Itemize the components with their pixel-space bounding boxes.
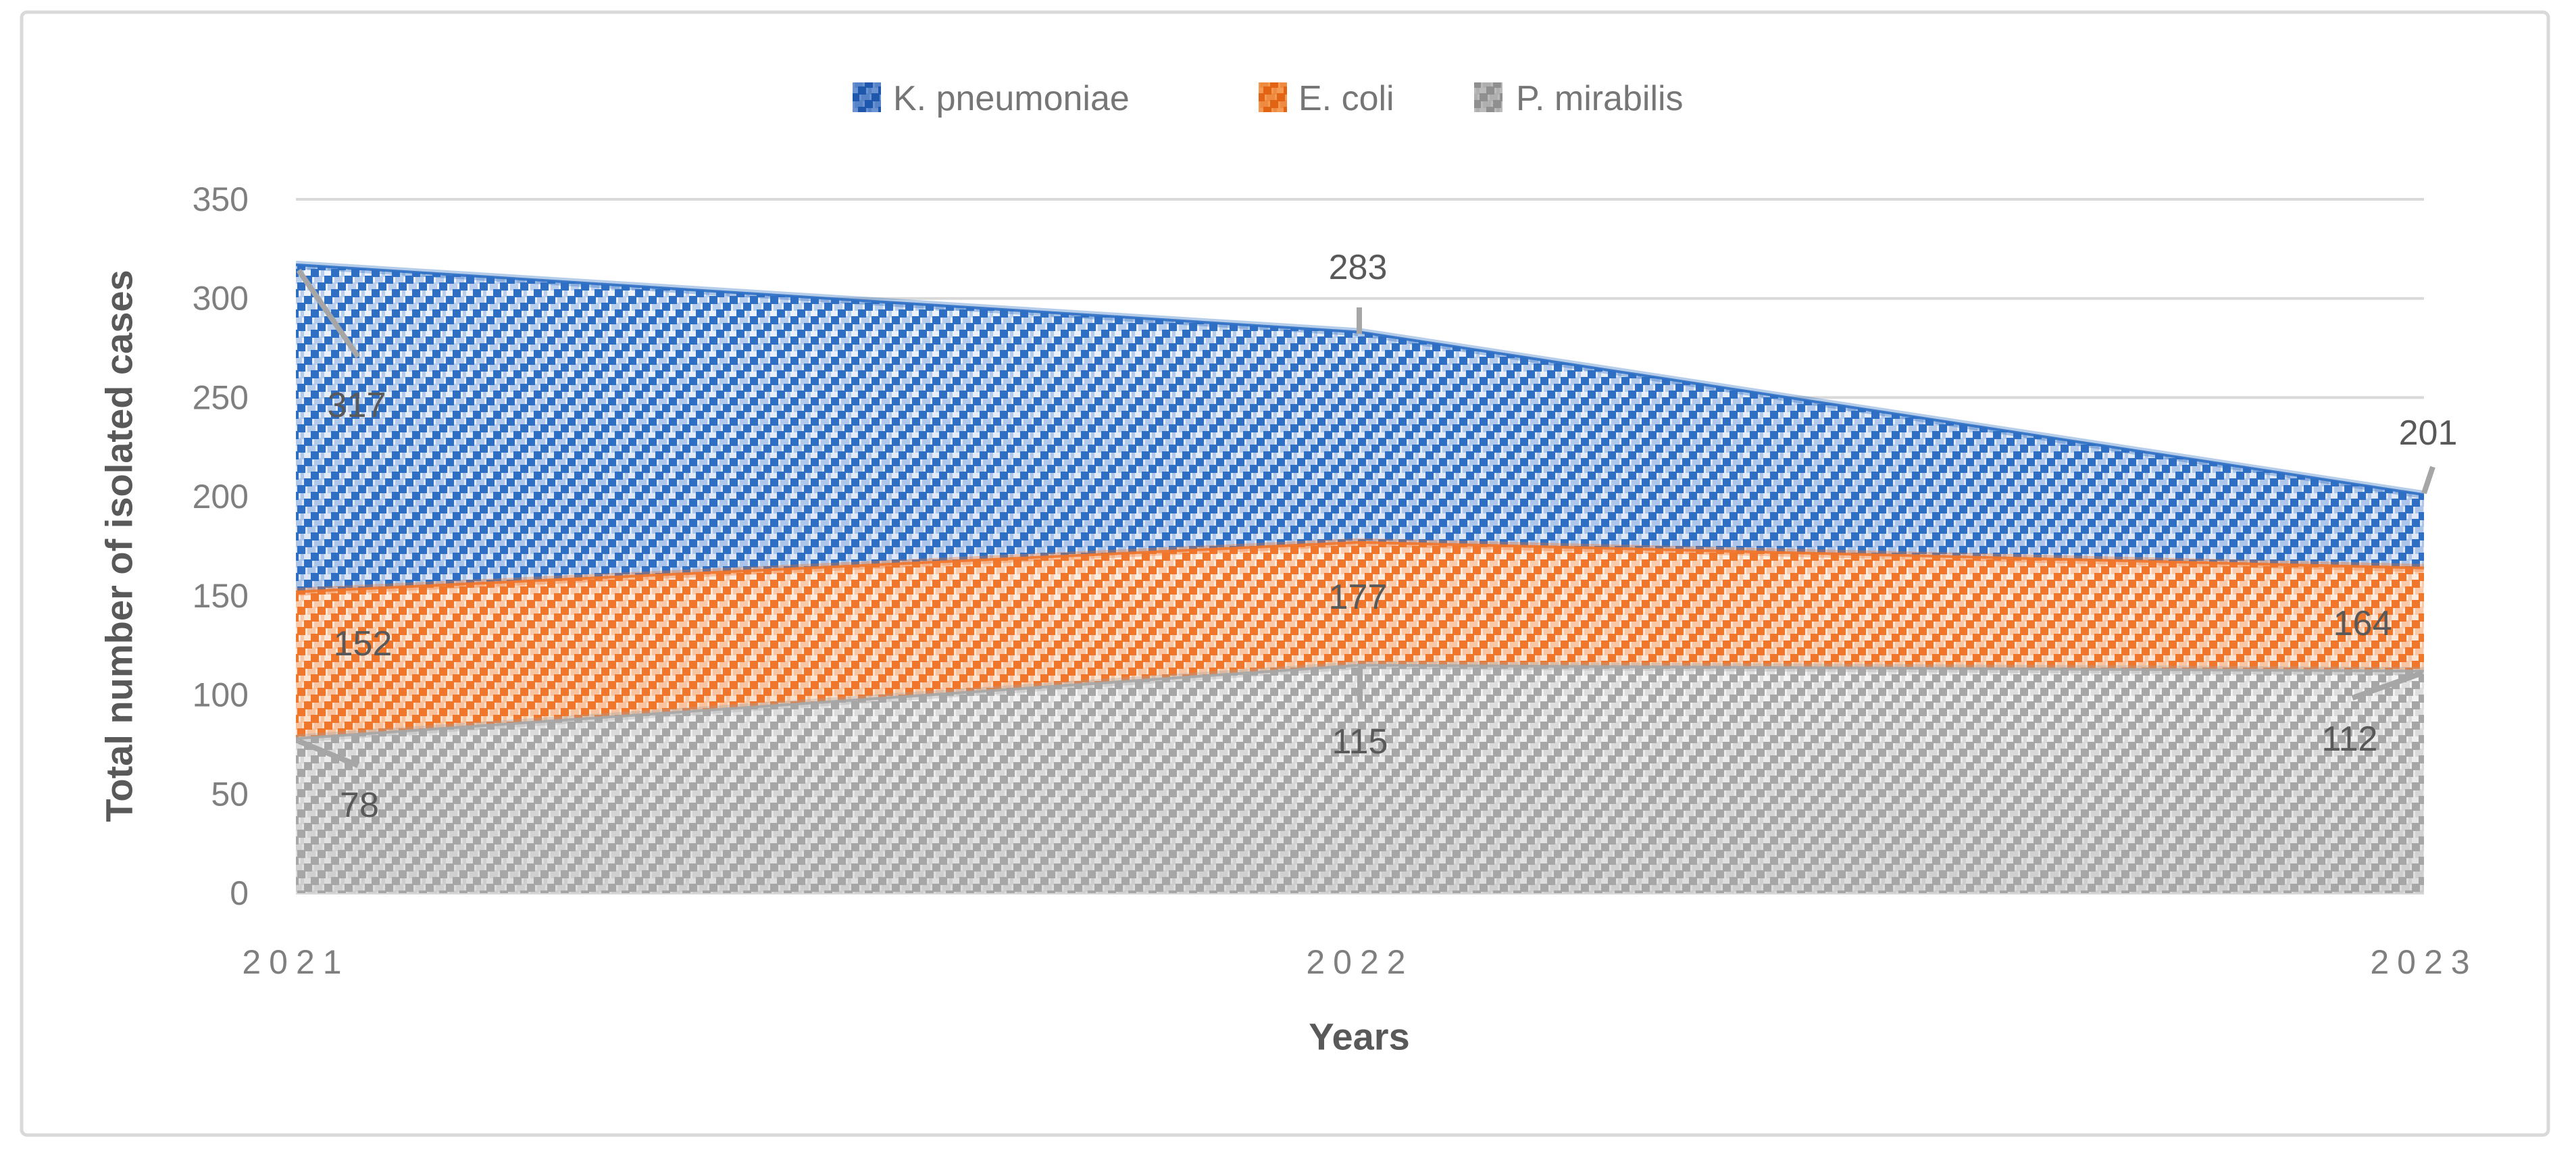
legend-entry-k-pneumoniae: K. pneumoniae: [853, 79, 1130, 118]
legend-swatch-hatch: [1259, 82, 1287, 112]
data-label-leader-line: [297, 738, 359, 768]
data-label-2022-1: 177: [1329, 578, 1388, 617]
data-label-2022-2: 115: [1332, 722, 1388, 761]
data-labels: 317 283 201 152 177 164 78 115 112: [328, 248, 2458, 825]
legend-swatch-hatch: [1474, 82, 1502, 112]
x-axis-title: Years: [1309, 1015, 1410, 1058]
y-tick-label-0: 0: [230, 874, 249, 912]
data-label-2023-2: 112: [2322, 720, 2378, 759]
area-p-mirabilis-border: [295, 663, 2425, 740]
y-tick-label-350: 350: [193, 180, 249, 218]
area-e-coli-border: [295, 541, 2425, 593]
legend-entry-e-coli: E. coli: [1259, 79, 1394, 118]
leader-lines: [296, 268, 2435, 768]
legend-swatch-k-pneumoniae-icon: [853, 82, 881, 112]
legend-swatch-p-mirabilis-icon: [1474, 82, 1502, 112]
legend-swatch-e-coli-icon: [1259, 82, 1287, 112]
y-tick-label-250: 250: [193, 378, 249, 416]
data-label-2023-0: 201: [2399, 413, 2458, 453]
data-label-leader-line: [2351, 670, 2424, 701]
area-series: [295, 260, 2425, 893]
legend-entry-p-mirabilis: P. mirabilis: [1474, 79, 1684, 118]
data-label-2021-0: 317: [328, 386, 386, 425]
y-tick-label-300: 300: [193, 280, 249, 318]
y-tick-label-100: 100: [193, 676, 249, 714]
y-tick-label-50: 50: [211, 775, 249, 813]
data-label-2021-2: 78: [340, 786, 379, 825]
data-label-leader-line: [2421, 466, 2435, 495]
area-p-mirabilis-hatch: [296, 665, 2424, 893]
y-axis-title: Total number of isolated cases: [98, 270, 141, 822]
x-tick-label-2022: 2022: [1306, 943, 1413, 981]
x-axis-tick-labels: 2021 2022 2023: [242, 943, 2477, 981]
data-label-2022-0: 283: [1329, 248, 1388, 287]
legend-label-p-mirabilis: P. mirabilis: [1516, 79, 1684, 118]
y-tick-label-200: 200: [193, 478, 249, 516]
data-label-leader-line: [296, 268, 361, 359]
legend-label-k-pneumoniae: K. pneumoniae: [893, 79, 1130, 118]
figure-border: [20, 10, 2550, 1137]
legend-label-e-coli: E. coli: [1298, 79, 1394, 118]
data-label-2023-1: 164: [2333, 604, 2392, 643]
x-tick-label-2021: 2021: [242, 943, 349, 981]
y-tick-label-150: 150: [193, 577, 249, 615]
legend: K. pneumoniae E. coli P. mirabilis: [853, 79, 1684, 118]
x-tick-label-2023: 2023: [2370, 943, 2477, 981]
legend-swatch-hatch: [853, 82, 881, 112]
data-label-2021-1: 152: [334, 624, 393, 663]
y-axis-tick-labels: 0 50 100 150 200 250 300 350: [193, 180, 249, 912]
